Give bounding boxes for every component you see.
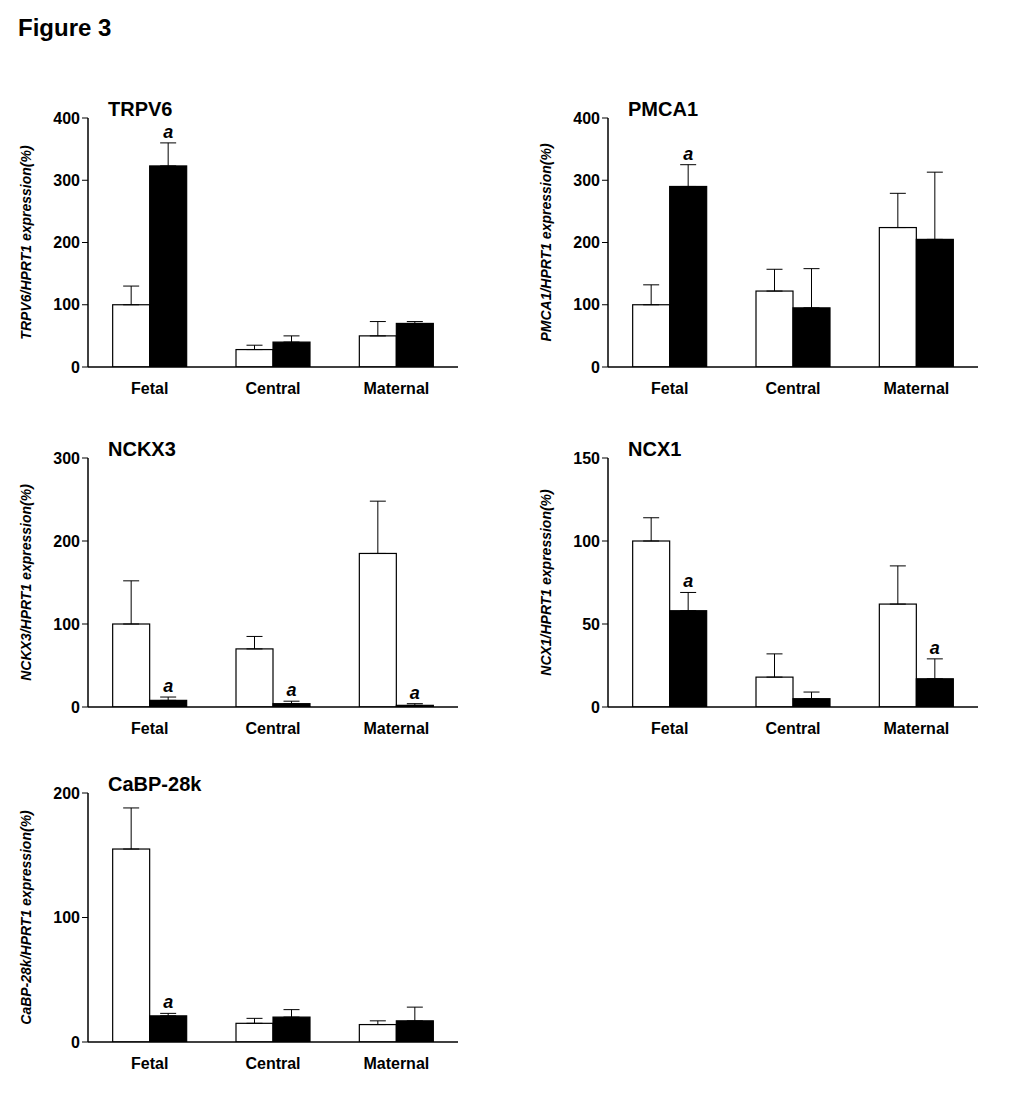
svg-text:400: 400 [573, 110, 600, 127]
svg-text:Fetal: Fetal [651, 380, 688, 397]
svg-text:Maternal: Maternal [363, 380, 429, 397]
svg-text:100: 100 [53, 296, 80, 313]
svg-text:100: 100 [53, 616, 80, 633]
svg-text:100: 100 [53, 909, 80, 926]
svg-text:0: 0 [591, 699, 600, 716]
html-text:TRPV6: TRPV6 [108, 98, 173, 120]
svg-text:200: 200 [53, 234, 80, 251]
html-text:NCX1: NCX1 [628, 438, 682, 460]
svg-text:0: 0 [71, 359, 80, 376]
svg-text:a: a [683, 144, 693, 164]
svg-text:0: 0 [71, 699, 80, 716]
svg-text:Maternal: Maternal [363, 1055, 429, 1072]
svg-text:0: 0 [591, 359, 600, 376]
svg-text:Maternal: Maternal [883, 380, 949, 397]
svg-text:Fetal: Fetal [651, 720, 688, 737]
svg-text:PMCA1/HPRT1 expression(%): PMCA1/HPRT1 expression(%) [538, 143, 554, 341]
svg-text:Maternal: Maternal [883, 720, 949, 737]
svg-text:CaBP-28k/HPRT1 expression(%): CaBP-28k/HPRT1 expression(%) [18, 810, 34, 1025]
svg-text:Fetal: Fetal [131, 380, 168, 397]
svg-text:Central: Central [245, 720, 300, 737]
svg-text:300: 300 [53, 172, 80, 189]
svg-text:Central: Central [765, 380, 820, 397]
svg-text:a: a [286, 680, 296, 700]
svg-text:TRPV6/HPRT1 expression(%): TRPV6/HPRT1 expression(%) [18, 145, 34, 340]
svg-text:a: a [163, 676, 173, 696]
svg-text:a: a [410, 683, 420, 703]
svg-text:100: 100 [573, 296, 600, 313]
html-text:CaBP-28k: CaBP-28k [108, 773, 202, 795]
svg-text:0: 0 [71, 1034, 80, 1051]
svg-text:Central: Central [765, 720, 820, 737]
svg-text:150: 150 [573, 450, 600, 467]
svg-text:Fetal: Fetal [131, 720, 168, 737]
svg-text:a: a [163, 992, 173, 1012]
svg-text:300: 300 [53, 450, 80, 467]
svg-text:Central: Central [245, 1055, 300, 1072]
svg-text:100: 100 [573, 533, 600, 550]
svg-text:200: 200 [573, 234, 600, 251]
svg-text:200: 200 [53, 785, 80, 802]
svg-text:a: a [163, 122, 173, 142]
svg-text:NCX1/HPRT1 expression(%): NCX1/HPRT1 expression(%) [538, 489, 554, 676]
html-text:PMCA1: PMCA1 [628, 98, 698, 120]
svg-text:NCKX3/HPRT1 expression(%): NCKX3/HPRT1 expression(%) [18, 484, 34, 681]
svg-text:Central: Central [245, 380, 300, 397]
svg-text:a: a [930, 638, 940, 658]
html-text:NCKX3: NCKX3 [108, 438, 176, 460]
svg-text:300: 300 [573, 172, 600, 189]
svg-text:Maternal: Maternal [363, 720, 429, 737]
svg-text:a: a [683, 571, 693, 591]
svg-text:50: 50 [582, 616, 600, 633]
html-text:Figure 3: Figure 3 [18, 14, 112, 41]
svg-text:200: 200 [53, 533, 80, 550]
svg-text:Fetal: Fetal [131, 1055, 168, 1072]
svg-text:400: 400 [53, 110, 80, 127]
